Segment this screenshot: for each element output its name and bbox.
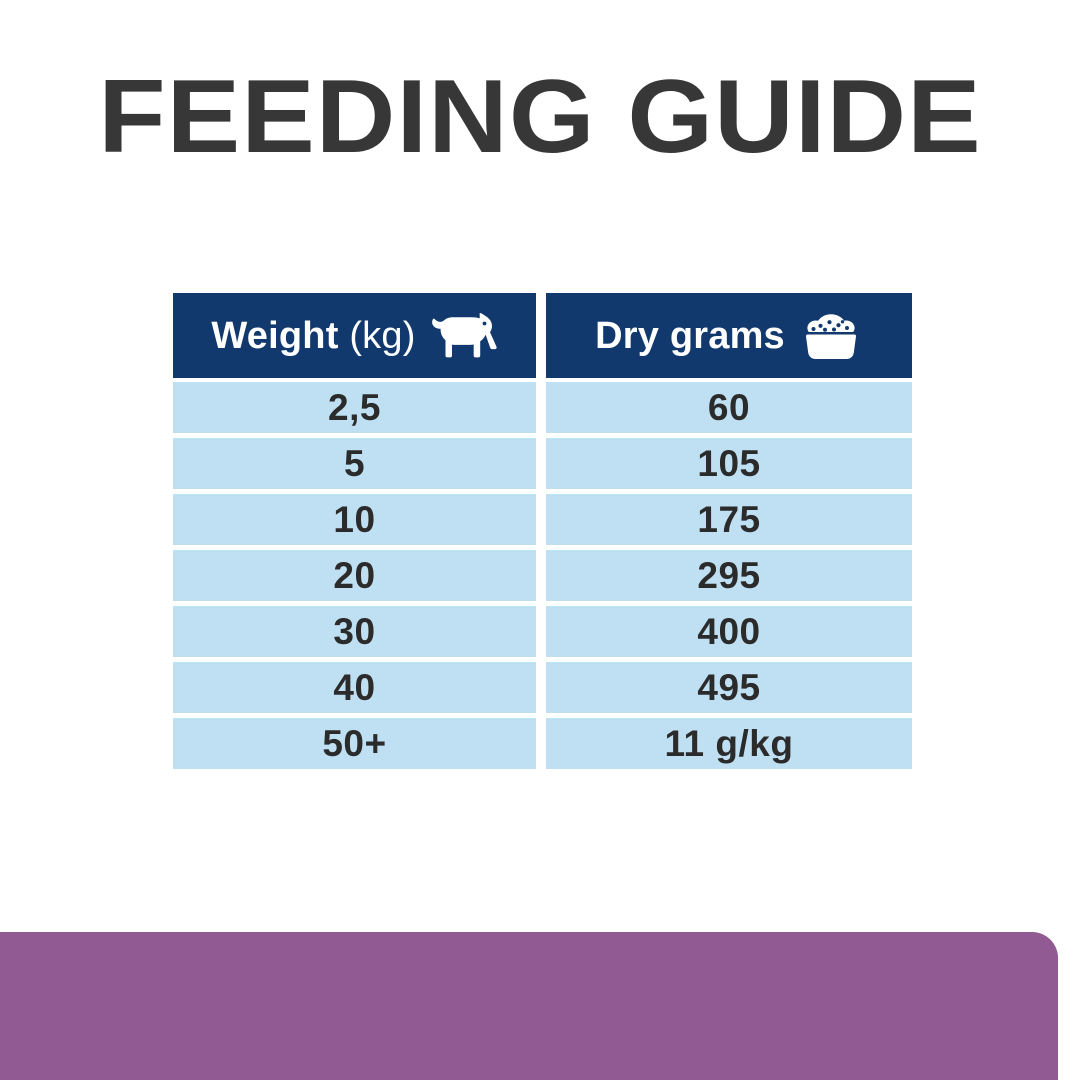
cell-weight: 10 xyxy=(173,494,536,545)
cell-dry-grams: 11 g/kg xyxy=(546,718,912,769)
table-header-weight: Weight (kg) xyxy=(173,293,536,378)
cell-weight: 50+ xyxy=(173,718,536,769)
cell-dry-grams: 495 xyxy=(546,662,912,713)
table-header-weight-label: Weight (kg) xyxy=(211,317,415,355)
dog-icon xyxy=(430,312,498,359)
cell-weight: 20 xyxy=(173,550,536,601)
cell-dry-grams: 105 xyxy=(546,438,912,489)
cell-weight: 30 xyxy=(173,606,536,657)
table-row: 2,5 60 xyxy=(173,382,912,433)
table-header-dry-grams: Dry grams xyxy=(546,293,912,378)
cell-dry-grams: 60 xyxy=(546,382,912,433)
bottom-purple-band xyxy=(0,932,1058,1080)
cell-weight: 2,5 xyxy=(173,382,536,433)
cell-weight: 5 xyxy=(173,438,536,489)
cell-dry-grams: 400 xyxy=(546,606,912,657)
table-header-weight-label-unit: (kg) xyxy=(349,314,416,357)
cell-dry-grams: 295 xyxy=(546,550,912,601)
food-bowl-icon xyxy=(799,312,863,360)
table-row: 30 400 xyxy=(173,606,912,657)
table-row: 10 175 xyxy=(173,494,912,545)
table-row: 50+ 11 g/kg xyxy=(173,718,912,769)
table-header-dry-grams-label: Dry grams xyxy=(595,317,785,355)
table-header-weight-label-strong: Weight xyxy=(211,314,339,357)
table-header-row: Weight (kg) Dry grams xyxy=(173,293,912,378)
cell-weight: 40 xyxy=(173,662,536,713)
table-row: 40 495 xyxy=(173,662,912,713)
page-title: FEEDING GUIDE xyxy=(98,59,982,175)
cell-dry-grams: 175 xyxy=(546,494,912,545)
feeding-table: Weight (kg) Dry grams xyxy=(173,293,912,769)
table-row: 20 295 xyxy=(173,550,912,601)
table-row: 5 105 xyxy=(173,438,912,489)
table-header-dry-grams-label-strong: Dry grams xyxy=(595,314,785,357)
